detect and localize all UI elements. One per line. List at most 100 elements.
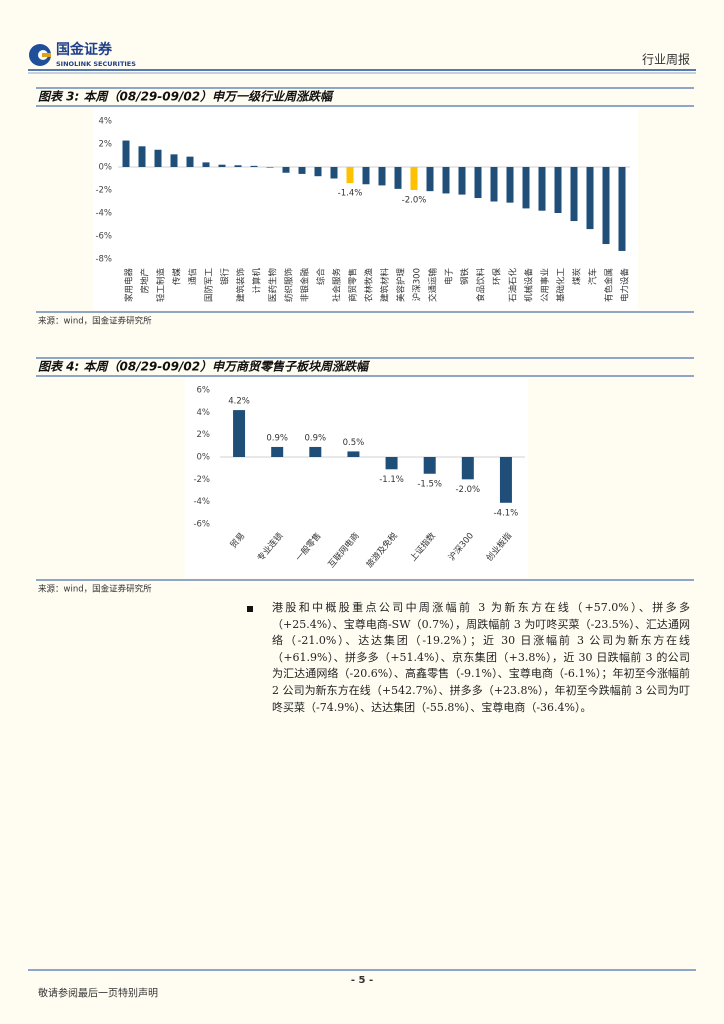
x-tick-label: 钢铁: [460, 268, 471, 286]
value-label: 4.2%: [228, 397, 250, 407]
y-tick-label: -4%: [193, 497, 210, 507]
logo-icon-accent: [42, 53, 51, 57]
x-tick-label: 食品饮料: [476, 268, 487, 303]
bar: [122, 140, 130, 167]
bar: [186, 156, 194, 167]
y-tick-label: -2%: [193, 475, 210, 485]
bar: [522, 167, 530, 209]
bar: [410, 167, 418, 190]
bar: [250, 165, 258, 167]
bar: [314, 167, 322, 177]
bar: [506, 167, 514, 203]
x-tick-label: 公用事业: [540, 268, 551, 302]
bar: [347, 451, 360, 457]
bar: [385, 457, 398, 470]
bar: [442, 167, 450, 194]
y-tick-label: 2%: [197, 430, 211, 440]
company-name: 国金证券: [56, 41, 113, 58]
bar: [499, 457, 512, 503]
y-tick-label: -2%: [95, 186, 112, 196]
y-tick-label: -8%: [95, 255, 112, 265]
logo: [29, 44, 51, 66]
bar: [234, 165, 242, 167]
x-tick-label: 有色金属: [604, 268, 615, 302]
x-tick-label: 沪深300: [412, 268, 423, 301]
bar: [394, 167, 402, 189]
bar: [378, 167, 386, 186]
x-tick-label: 交通运输: [428, 268, 439, 303]
x-tick-label: 机械设备: [524, 268, 535, 303]
bar: [202, 162, 210, 167]
bar: [490, 167, 498, 202]
bar: [154, 149, 162, 167]
figure-source: 来源：wind，国金证券研究所: [38, 584, 152, 595]
bar: [266, 167, 274, 168]
value-label: -2.0%: [455, 485, 480, 495]
x-tick-label: 美容护理: [396, 268, 407, 303]
x-tick-label: 纺织服饰: [284, 268, 295, 303]
value-label: -1.1%: [379, 475, 404, 485]
x-tick-label: 建筑材料: [380, 268, 391, 303]
bar: [554, 167, 562, 213]
bar: [282, 167, 290, 173]
bar: [138, 146, 146, 167]
value-label: -2.0%: [402, 196, 427, 206]
value-label: -1.4%: [338, 189, 363, 199]
x-tick-label: 家用电器: [124, 268, 135, 303]
value-label: -4.1%: [494, 508, 519, 518]
bar: [474, 167, 482, 199]
bar: [362, 167, 370, 185]
bar: [298, 167, 306, 174]
x-tick-label: 环保: [492, 268, 503, 286]
bar: [271, 446, 284, 457]
company-name-en: SINOLINK SECURITIES: [56, 60, 136, 68]
value-label: 0.9%: [305, 433, 327, 443]
value-label: -1.5%: [417, 479, 442, 489]
bar: [309, 446, 322, 457]
y-tick-label: 6%: [197, 386, 211, 396]
bar: [461, 457, 474, 480]
y-tick-label: -6%: [95, 232, 112, 242]
figure-source: 来源：wind，国金证券研究所: [38, 316, 152, 327]
x-tick-label: 电力设备: [620, 268, 631, 303]
disclaimer: 敬请参阅最后一页特别声明: [38, 987, 158, 1000]
x-tick-label: 通信: [188, 268, 199, 286]
x-tick-label: 银行: [220, 268, 231, 286]
x-tick-label: 房地产: [140, 268, 151, 294]
bar: [618, 167, 626, 251]
x-tick-label: 社会服务: [332, 268, 343, 303]
x-tick-label: 建筑装饰: [236, 268, 247, 303]
bar: [458, 167, 466, 195]
bar: [233, 410, 246, 457]
bar: [570, 167, 578, 222]
x-tick-label: 非银金融: [300, 268, 311, 303]
bar: [346, 167, 354, 184]
x-tick-label: 传媒: [172, 268, 183, 286]
bar: [586, 167, 594, 230]
bar: [170, 154, 178, 167]
figure-title: 图表 4: 本周（08/29-09/02）申万商贸零售子板块周涨跌幅: [38, 360, 371, 374]
y-tick-label: 4%: [99, 117, 113, 127]
y-tick-label: -6%: [193, 520, 210, 530]
x-tick-label: 综合: [316, 268, 327, 286]
x-tick-label: 电子: [444, 268, 455, 286]
report-type: 行业周报: [642, 52, 690, 67]
y-tick-label: -4%: [95, 209, 112, 219]
bar: [602, 167, 610, 245]
x-tick-label: 汽车: [588, 268, 599, 285]
x-tick-label: 医药生物: [268, 268, 279, 303]
y-tick-label: 4%: [197, 408, 211, 418]
x-tick-label: 石油石化: [508, 268, 519, 303]
y-tick-label: 2%: [99, 140, 113, 150]
value-label: 0.9%: [266, 433, 288, 443]
x-tick-label: 计算机: [252, 268, 263, 294]
x-tick-label: 基础化工: [556, 268, 567, 303]
bar: [538, 167, 546, 211]
bar: [423, 457, 436, 474]
y-tick-label: 0%: [99, 163, 113, 173]
x-tick-label: 国防军工: [204, 268, 215, 303]
x-tick-label: 煤炭: [572, 268, 583, 286]
bar: [330, 167, 338, 179]
